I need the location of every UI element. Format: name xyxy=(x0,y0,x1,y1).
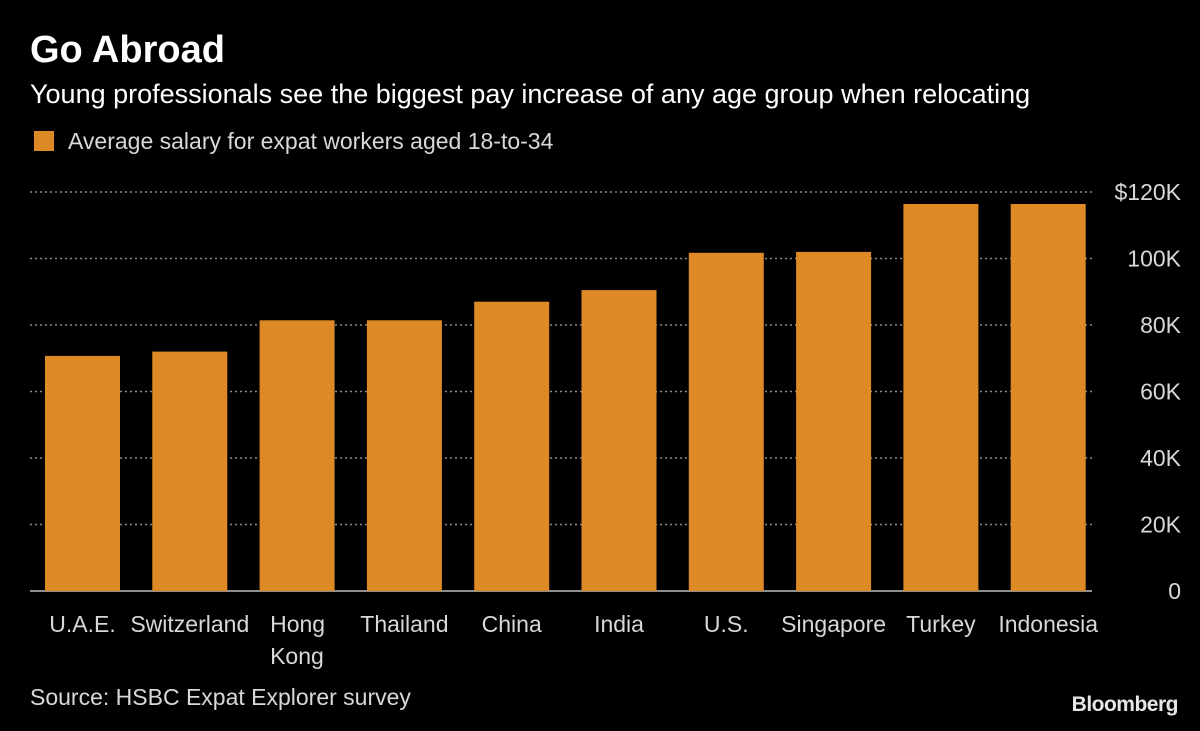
y-tick-label: $120K xyxy=(1114,179,1181,205)
x-axis-labels: U.A.E. Switzerland Hong Kong Thailand China In… xyxy=(49,611,1098,669)
y-tick-label: 60K xyxy=(1140,379,1182,405)
x-tick-label: China xyxy=(482,611,542,637)
y-tick-label: 40K xyxy=(1140,445,1182,471)
x-tick-label: India xyxy=(594,611,644,637)
legend: Average salary for expat workers aged 18… xyxy=(34,126,553,156)
brand-logo: Bloomberg xyxy=(1071,693,1179,716)
y-tick-label: 80K xyxy=(1140,312,1182,338)
x-tick-label: U.A.E. xyxy=(49,611,115,637)
x-tick-label: Switzerland xyxy=(130,611,249,637)
bar-indonesia xyxy=(1010,204,1086,591)
bar-india xyxy=(581,290,657,591)
bar-singapore xyxy=(796,251,872,591)
y-tick-label: 0 xyxy=(1168,578,1181,604)
source-note: Source: HSBC Expat Explorer survey xyxy=(30,684,411,710)
x-tick-label: Singapore xyxy=(781,611,886,637)
bars xyxy=(45,204,1086,592)
bar-thailand xyxy=(366,320,442,591)
y-tick-label: 100K xyxy=(1127,246,1181,272)
bar-hong-kong xyxy=(259,320,335,591)
x-tick-label: Indonesia xyxy=(998,611,1098,637)
chart-subtitle: Young professionals see the biggest pay … xyxy=(30,79,1031,109)
chart-title: Go Abroad xyxy=(30,29,225,71)
bar-u-a-e xyxy=(45,355,120,591)
x-tick-label: U.S. xyxy=(704,611,749,637)
y-tick-label: 20K xyxy=(1140,512,1182,538)
legend-label: Average salary for expat workers aged 18… xyxy=(68,127,554,154)
x-tick-label: Turkey xyxy=(906,611,976,637)
x-tick-label: Thailand xyxy=(360,611,448,637)
bar-turkey xyxy=(903,204,979,591)
bar-china xyxy=(474,301,550,591)
bar-u-s xyxy=(688,252,764,592)
x-tick-label: Hong Kong xyxy=(270,611,325,669)
legend-swatch xyxy=(34,131,54,151)
y-axis-ticks: 0 20K 40K 60K 80K 100K $120K xyxy=(1114,179,1181,604)
bar-switzerland xyxy=(152,351,228,591)
